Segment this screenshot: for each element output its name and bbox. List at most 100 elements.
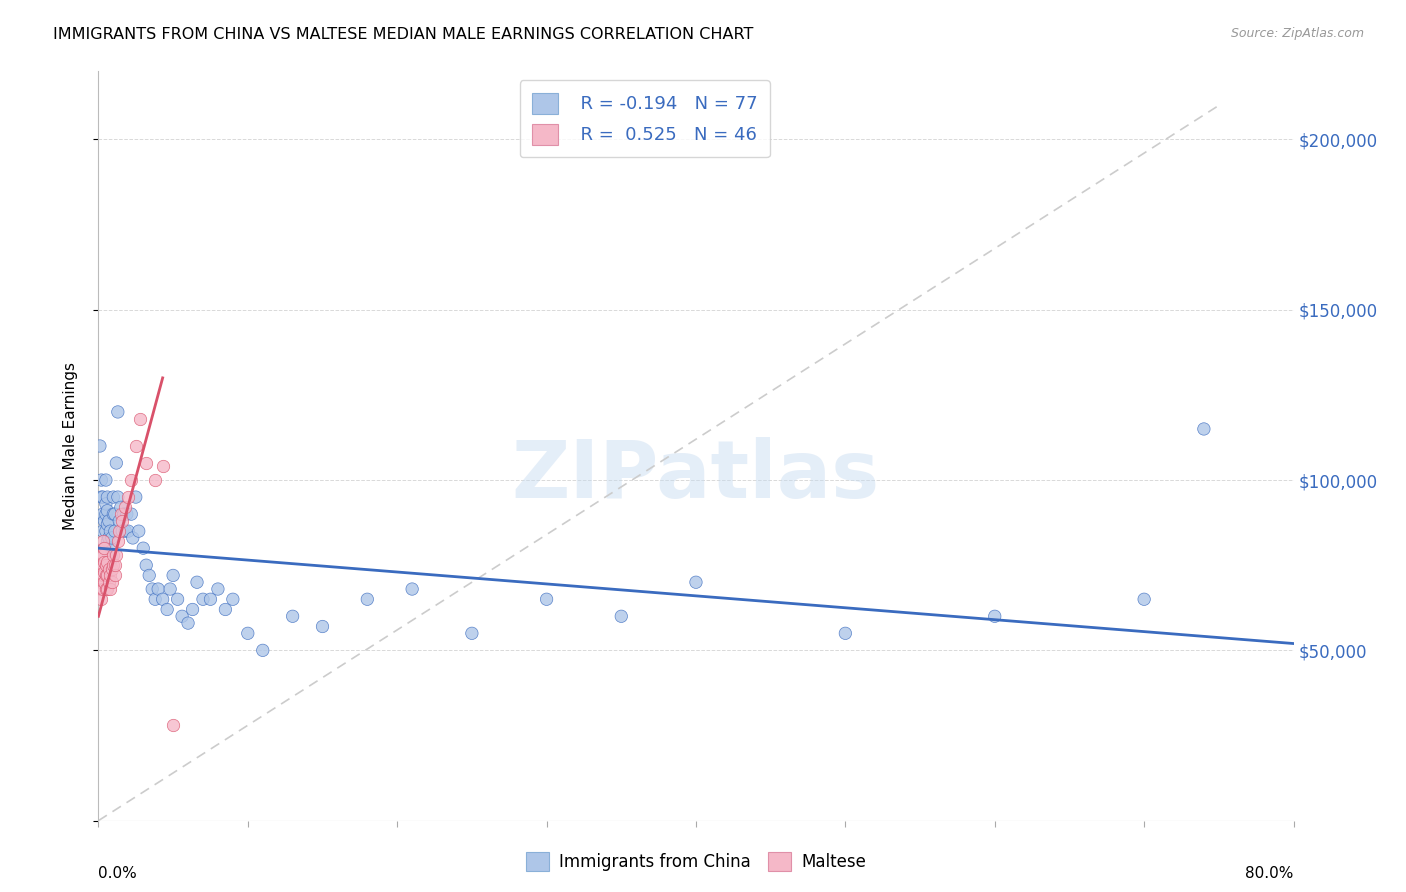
Point xyxy=(97,575,120,590)
Point xyxy=(90,565,112,579)
Point xyxy=(156,602,179,616)
Point xyxy=(159,582,181,596)
Point xyxy=(281,609,304,624)
Point xyxy=(125,490,148,504)
Point xyxy=(96,568,118,582)
Point xyxy=(135,558,157,573)
Point xyxy=(135,456,157,470)
Point xyxy=(93,541,115,556)
Point xyxy=(93,555,115,569)
Point xyxy=(110,507,132,521)
Point xyxy=(610,609,633,624)
Point xyxy=(834,626,856,640)
Point xyxy=(984,609,1007,624)
Point xyxy=(114,524,136,538)
Point xyxy=(89,558,111,573)
Point xyxy=(91,548,114,562)
Point xyxy=(120,507,142,521)
Point xyxy=(186,575,208,590)
Point xyxy=(89,439,111,453)
Point xyxy=(114,500,136,515)
Point xyxy=(120,473,142,487)
Point xyxy=(91,524,114,538)
Point xyxy=(104,568,127,582)
Point xyxy=(105,456,128,470)
Point xyxy=(97,548,120,562)
Point xyxy=(356,592,378,607)
Point xyxy=(101,551,124,566)
Point xyxy=(94,568,117,582)
Point xyxy=(90,490,112,504)
Point xyxy=(90,548,112,562)
Point xyxy=(89,568,111,582)
Point xyxy=(101,575,124,590)
Point xyxy=(200,592,222,607)
Point xyxy=(108,514,131,528)
Point xyxy=(117,524,139,538)
Point xyxy=(104,507,127,521)
Point xyxy=(91,582,114,596)
Point xyxy=(117,490,139,504)
Point xyxy=(166,592,188,607)
Text: 80.0%: 80.0% xyxy=(1246,865,1294,880)
Point xyxy=(107,490,129,504)
Point xyxy=(94,582,117,596)
Point xyxy=(94,473,117,487)
Point xyxy=(121,531,143,545)
Point xyxy=(104,524,127,538)
Point xyxy=(93,514,115,528)
Point xyxy=(104,558,127,573)
Point xyxy=(98,524,122,538)
Point xyxy=(111,514,134,528)
Point xyxy=(103,558,125,573)
Point xyxy=(94,524,117,538)
Point xyxy=(252,643,274,657)
Point xyxy=(93,541,115,556)
Point xyxy=(107,534,129,549)
Point xyxy=(108,524,131,538)
Point xyxy=(101,561,124,575)
Point xyxy=(90,592,112,607)
Point xyxy=(191,592,214,607)
Point xyxy=(311,619,333,633)
Point xyxy=(93,565,115,579)
Point xyxy=(162,718,184,732)
Point xyxy=(685,575,707,590)
Legend: Immigrants from China, Maltese: Immigrants from China, Maltese xyxy=(517,844,875,880)
Point xyxy=(103,548,125,562)
Text: IMMIGRANTS FROM CHINA VS MALTESE MEDIAN MALE EARNINGS CORRELATION CHART: IMMIGRANTS FROM CHINA VS MALTESE MEDIAN … xyxy=(53,27,754,42)
Point xyxy=(91,534,114,549)
Point xyxy=(214,602,236,616)
Point xyxy=(90,575,112,590)
Point xyxy=(103,490,125,504)
Point xyxy=(98,568,122,582)
Point xyxy=(110,500,132,515)
Point xyxy=(222,592,245,607)
Point xyxy=(94,507,117,521)
Point xyxy=(97,531,120,545)
Point xyxy=(207,582,229,596)
Point xyxy=(172,609,194,624)
Point xyxy=(94,558,117,573)
Point xyxy=(96,490,118,504)
Point xyxy=(96,534,118,549)
Point xyxy=(112,507,135,521)
Point xyxy=(152,592,174,607)
Point xyxy=(94,497,117,511)
Point xyxy=(96,582,118,596)
Point xyxy=(129,411,152,425)
Point xyxy=(138,568,160,582)
Point xyxy=(91,558,114,573)
Point xyxy=(162,568,184,582)
Point xyxy=(148,582,170,596)
Point xyxy=(90,473,112,487)
Text: 0.0%: 0.0% xyxy=(98,865,138,880)
Point xyxy=(96,517,118,532)
Point xyxy=(107,405,129,419)
Y-axis label: Median Male Earnings: Median Male Earnings xyxy=(63,362,77,530)
Point xyxy=(103,507,125,521)
Point xyxy=(181,602,204,616)
Point xyxy=(101,531,124,545)
Point xyxy=(143,592,166,607)
Point xyxy=(132,541,155,556)
